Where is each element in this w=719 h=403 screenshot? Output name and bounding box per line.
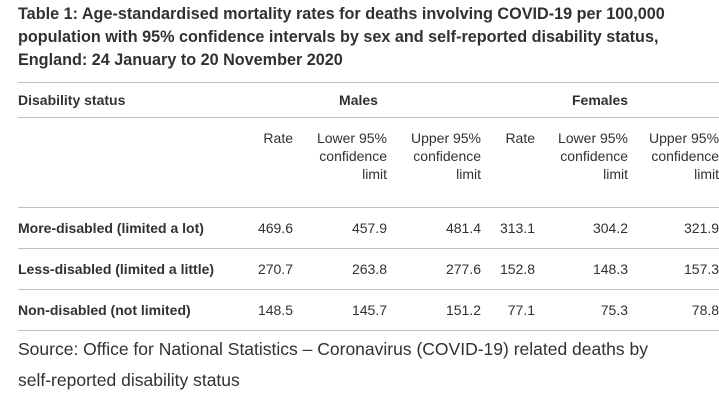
table-cell: 145.7 bbox=[293, 289, 387, 331]
subheader-text: limit bbox=[603, 166, 629, 182]
subheader-text: Lower 95% bbox=[557, 130, 629, 146]
source-line: self-reported disability status bbox=[18, 370, 240, 390]
subheader-text: limit bbox=[456, 166, 482, 182]
row-label: Less-disabled (limited a little) bbox=[18, 248, 236, 290]
table-cell: 321.9 bbox=[628, 207, 719, 249]
subheader-female-lower: Lower 95% confidence limit bbox=[535, 117, 629, 208]
table-cell: 313.1 bbox=[481, 207, 536, 249]
table-cell: 270.7 bbox=[236, 248, 293, 290]
page: Table 1: Age-standardised mortality rate… bbox=[18, 3, 719, 396]
table-cell: 152.8 bbox=[481, 248, 536, 290]
subheader-text: confidence bbox=[651, 148, 719, 164]
mortality-table: Disability status Males Females Rate Low… bbox=[18, 82, 719, 331]
table-cell: 75.3 bbox=[535, 289, 629, 331]
subheader-male-rate: Rate bbox=[236, 117, 293, 208]
subheader-male-lower: Lower 95% confidence limit bbox=[293, 117, 387, 208]
table-cell: 148.5 bbox=[236, 289, 293, 331]
subheader-text: Lower 95% bbox=[316, 130, 387, 146]
group-header-males: Males bbox=[236, 82, 482, 118]
table-cell: 77.1 bbox=[481, 289, 536, 331]
row-label: Non-disabled (not limited) bbox=[18, 289, 236, 331]
table-cell: 78.8 bbox=[628, 289, 719, 331]
source-line: Source: Office for National Statistics –… bbox=[18, 339, 648, 359]
table-cell: 151.2 bbox=[387, 289, 482, 331]
table-cell: 148.3 bbox=[535, 248, 629, 290]
table-cell: 277.6 bbox=[387, 248, 482, 290]
subheader-text: limit bbox=[694, 166, 719, 182]
table-cell: 457.9 bbox=[293, 207, 387, 249]
title-line: population with 95% confidence intervals… bbox=[18, 28, 659, 46]
row-header: Disability status bbox=[18, 82, 236, 118]
table-cell: 304.2 bbox=[535, 207, 629, 249]
table-cell: 157.3 bbox=[628, 248, 719, 290]
table-header-row: Disability status Males Females bbox=[18, 82, 719, 118]
subheader-text: confidence bbox=[319, 148, 387, 164]
subheader-text: confidence bbox=[413, 148, 482, 164]
subheader-text: confidence bbox=[560, 148, 629, 164]
title-line: England: 24 January to 20 November 2020 bbox=[18, 51, 343, 69]
row-label: More-disabled (limited a lot) bbox=[18, 207, 236, 249]
subheader-text: Rate bbox=[263, 130, 293, 146]
subheader-text: Upper 95% bbox=[410, 130, 482, 146]
table-row: More-disabled (limited a lot) 469.6 457.… bbox=[18, 207, 719, 249]
subheader-text: limit bbox=[362, 166, 387, 182]
table-row: Less-disabled (limited a little) 270.7 2… bbox=[18, 248, 719, 290]
table-subheader-row: Rate Lower 95% confidence limit Upper 95… bbox=[18, 117, 719, 208]
subheader-text: Rate bbox=[505, 130, 536, 146]
table-cell: 263.8 bbox=[293, 248, 387, 290]
table-title: Table 1: Age-standardised mortality rate… bbox=[18, 3, 701, 72]
subheader-male-upper: Upper 95% confidence limit bbox=[387, 117, 482, 208]
subheader-text: Upper 95% bbox=[649, 130, 719, 146]
title-line: Table 1: Age-standardised mortality rate… bbox=[18, 5, 665, 23]
table-row: Non-disabled (not limited) 148.5 145.7 1… bbox=[18, 289, 719, 331]
subheader-female-rate: Rate bbox=[481, 117, 536, 208]
subheader-blank bbox=[18, 117, 236, 208]
table-cell: 469.6 bbox=[236, 207, 293, 249]
source-note: Source: Office for National Statistics –… bbox=[18, 334, 701, 396]
subheader-female-upper: Upper 95% confidence limit bbox=[628, 117, 719, 208]
group-header-females: Females bbox=[481, 82, 719, 118]
table-cell: 481.4 bbox=[387, 207, 482, 249]
